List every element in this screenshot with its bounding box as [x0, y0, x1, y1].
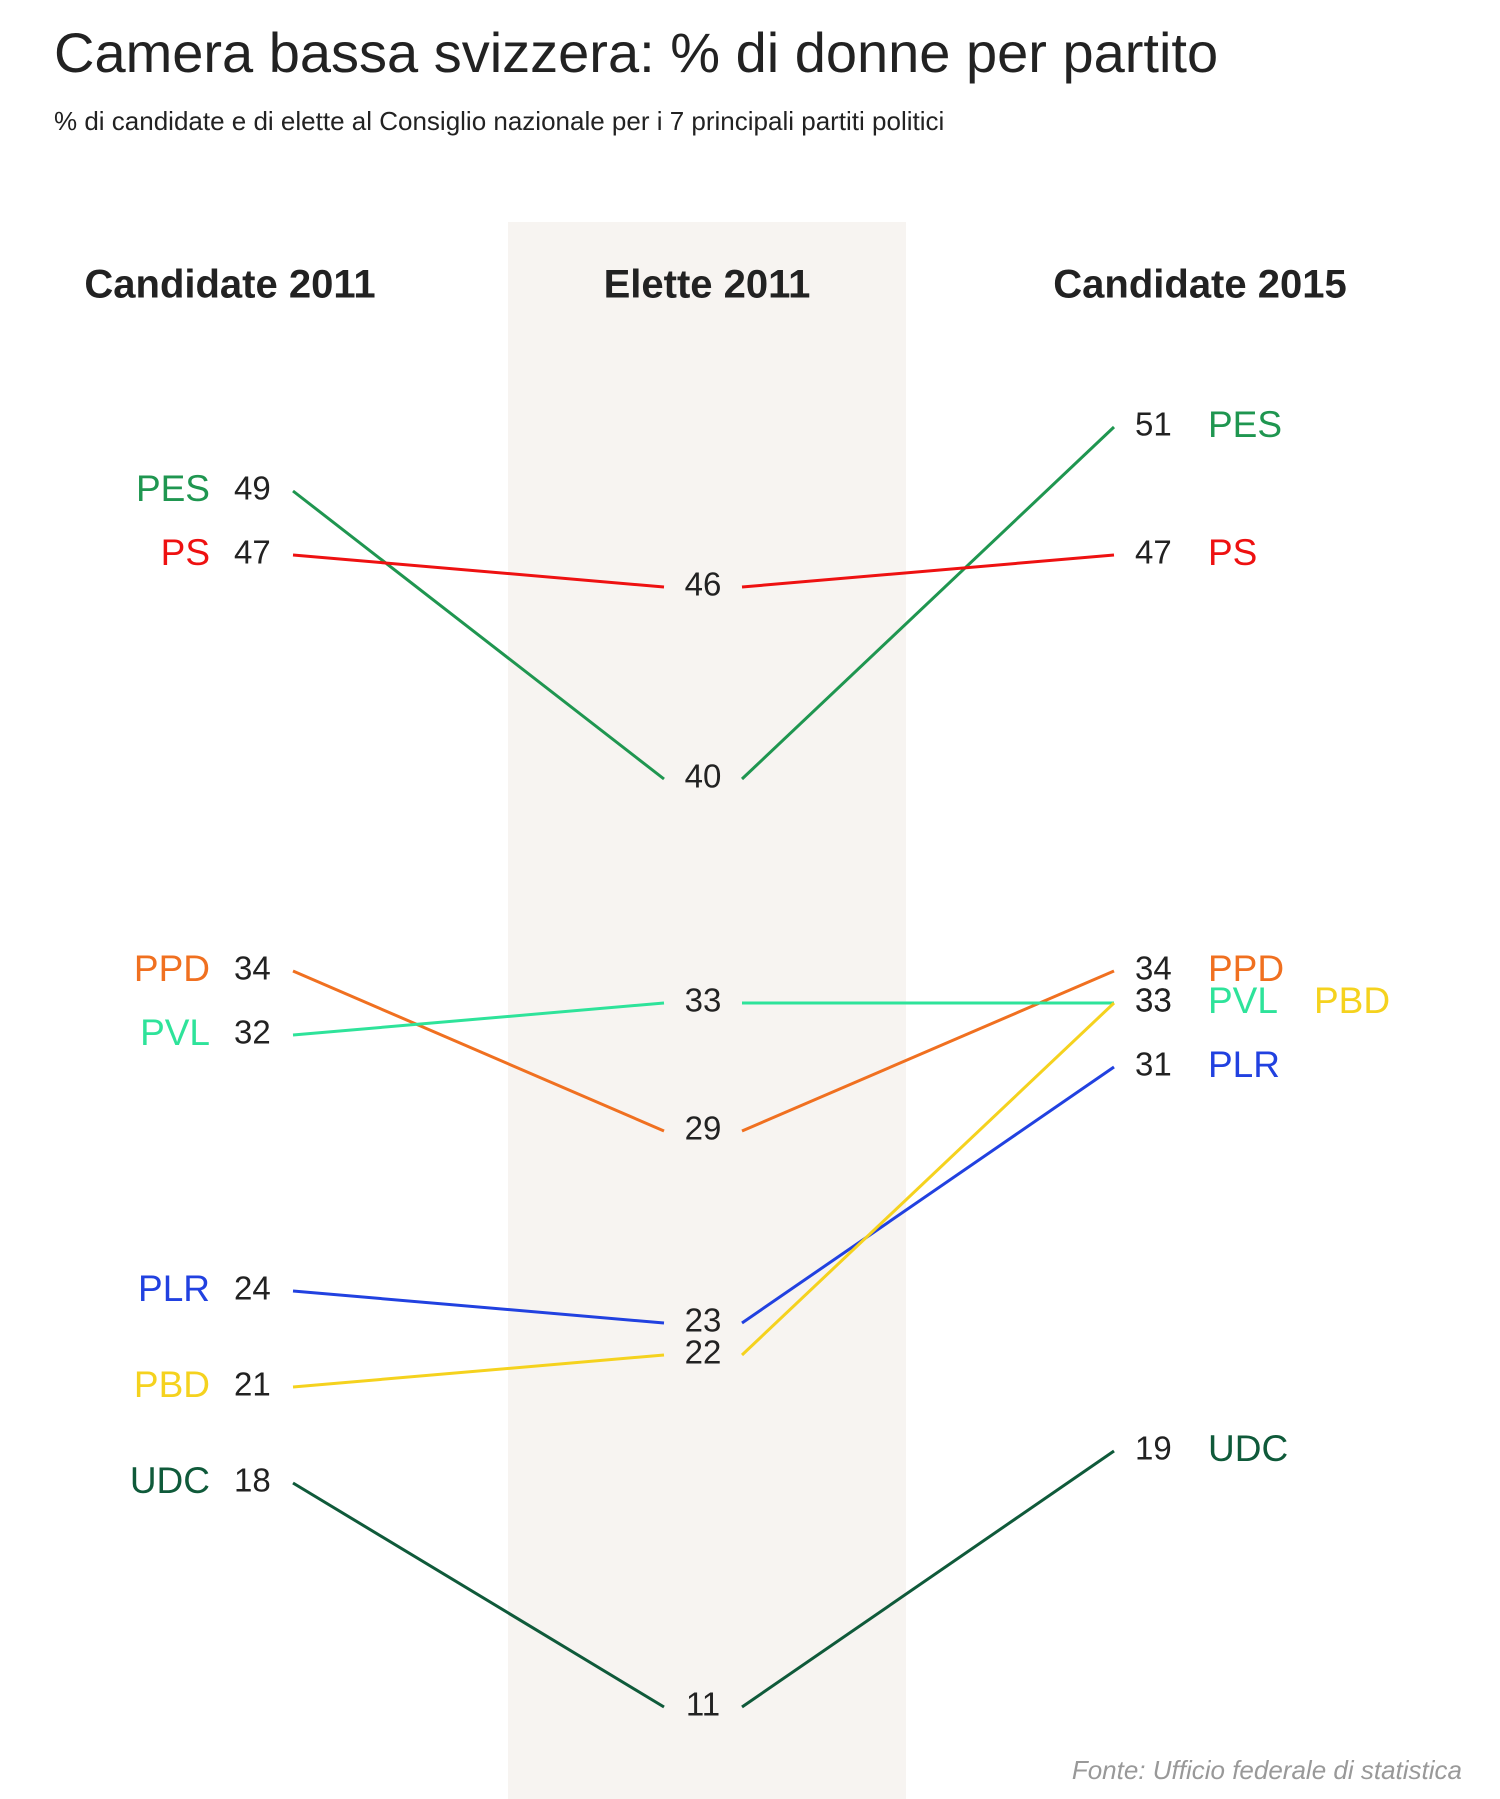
chart-subtitle: % di candidate e di elette al Consiglio … — [54, 106, 944, 136]
slope-line — [292, 1353, 665, 1389]
slope-line — [292, 1481, 665, 1709]
column-header: Candidate 2015 — [1053, 263, 1346, 307]
party-label: PBD — [134, 1364, 210, 1405]
value-label: 33 — [1135, 982, 1172, 1019]
value-label: 34 — [1135, 950, 1172, 987]
value-label: 47 — [1135, 534, 1172, 571]
value-label: 49 — [234, 470, 271, 507]
value-label: 34 — [234, 950, 271, 987]
value-label: 21 — [234, 1366, 271, 1403]
column-header: Elette 2011 — [604, 263, 811, 307]
slope-line — [292, 969, 665, 1133]
value-label: 29 — [685, 1110, 722, 1147]
value-label: 33 — [1135, 982, 1172, 1019]
value-label: 24 — [234, 1270, 271, 1307]
party-label: UDC — [130, 1460, 210, 1501]
value-label: 19 — [1135, 1430, 1172, 1467]
party-label: PVL — [140, 1012, 210, 1053]
party-label: PBD — [1314, 980, 1390, 1021]
value-label: 33 — [685, 982, 722, 1019]
party-label: PES — [1208, 404, 1282, 445]
value-label: 51 — [1135, 406, 1172, 443]
slope-line — [741, 969, 1115, 1133]
slope-line — [741, 553, 1115, 589]
slope-line — [292, 489, 665, 781]
party-label: PVL — [1208, 980, 1278, 1021]
slope-line — [292, 553, 665, 589]
value-label: 40 — [685, 758, 722, 795]
source: Fonte: Ufficio federale di statistica — [1072, 1755, 1462, 1785]
column-header: Candidate 2011 — [84, 263, 375, 307]
slope-line — [292, 1289, 665, 1325]
slope-line — [740, 425, 1116, 781]
slope-line — [292, 1001, 665, 1037]
value-label: 18 — [234, 1462, 271, 1499]
value-label: 32 — [234, 1014, 271, 1051]
value-label: 46 — [685, 566, 722, 603]
value-label: 31 — [1135, 1046, 1172, 1083]
slope-line — [741, 1449, 1115, 1709]
party-label: PLR — [138, 1268, 210, 1309]
slope-line — [740, 1001, 1116, 1357]
party-label: PS — [1208, 532, 1257, 573]
slope-line — [741, 1065, 1115, 1325]
value-label: 11 — [686, 1686, 720, 1723]
party-label: PPD — [1208, 948, 1284, 989]
chart-title: Camera bassa svizzera: % di donne per pa… — [54, 21, 1218, 84]
party-label: PES — [136, 468, 210, 509]
party-label: PPD — [134, 948, 210, 989]
value-label: 47 — [234, 534, 271, 571]
value-label: 22 — [685, 1334, 722, 1371]
value-label: 23 — [685, 1302, 722, 1339]
party-label: PS — [161, 532, 210, 573]
party-label: PLR — [1208, 1044, 1280, 1085]
party-label: UDC — [1208, 1428, 1288, 1469]
